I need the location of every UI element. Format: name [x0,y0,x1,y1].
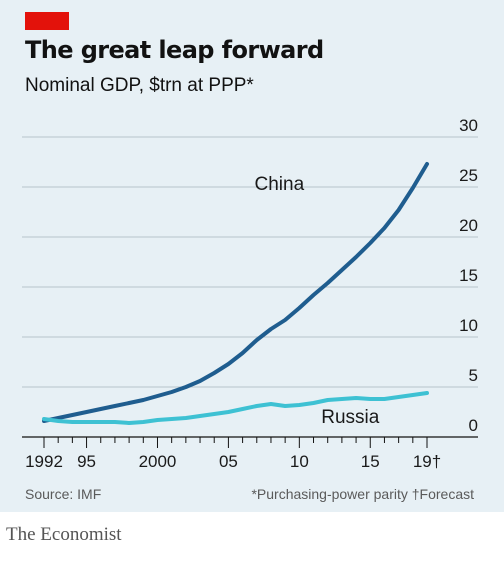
y-tick-label-30: 30 [459,116,478,135]
x-axis [22,436,478,448]
source-note: Source: IMF [25,486,102,502]
x-tick-label-2000: 2000 [139,452,177,471]
chart-title: The great leap forward [25,36,324,64]
series-label-russia: Russia [321,407,380,428]
x-tick-label-2010: 10 [290,452,309,471]
footnote: *Purchasing-power parity †Forecast [251,486,474,502]
chart-panel [0,0,504,512]
series-lines [42,162,429,425]
x-tick-labels: 1992 95 2000 05 10 15 19† [25,452,441,471]
series-labels: China Russia [255,174,380,428]
brand-red-tag [25,12,69,30]
y-tick-labels: 0 5 10 15 20 25 30 [459,116,478,435]
series-line-russia [42,391,429,425]
x-tick-label-2015: 15 [361,452,380,471]
y-tick-label-15: 15 [459,266,478,285]
y-tick-label-0: 0 [469,416,478,435]
publisher-wordmark: The Economist [6,524,122,545]
gridlines [22,136,478,388]
x-tick-label-2005: 05 [219,452,238,471]
x-tick-label-1995: 95 [77,452,96,471]
y-tick-label-10: 10 [459,316,478,335]
y-tick-label-5: 5 [469,366,478,385]
y-tick-label-25: 25 [459,166,478,185]
y-tick-label-20: 20 [459,216,478,235]
x-tick-label-2019: 19† [413,452,441,471]
chart-subtitle: Nominal GDP, $trn at PPP* [25,75,254,96]
series-label-china: China [255,174,305,195]
series-line-china [42,162,429,423]
x-tick-label-1992: 1992 [25,452,63,471]
